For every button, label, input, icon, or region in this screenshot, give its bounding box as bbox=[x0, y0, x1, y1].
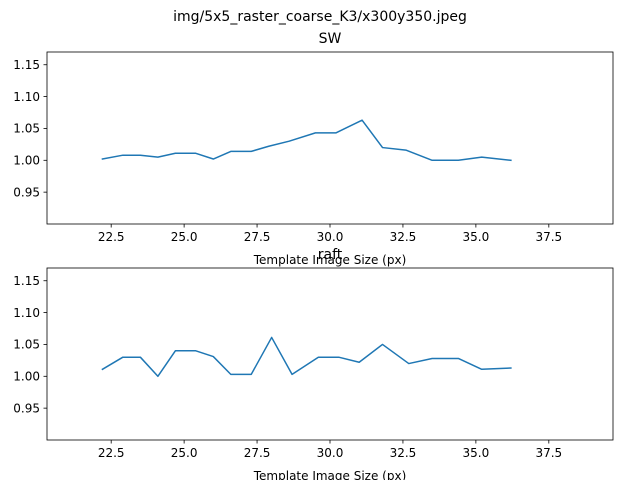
subplot-2-xtick-label: 35.0 bbox=[463, 446, 490, 460]
subplot-1-ytick-label: 1.15 bbox=[13, 58, 40, 72]
subplot-2-xtick-label: 30.0 bbox=[317, 446, 344, 460]
figure-suptitle: img/5x5_raster_coarse_K3/x300y350.jpeg bbox=[173, 9, 467, 25]
subplot-1-title: SW bbox=[319, 31, 342, 47]
subplot-1-xlabel: Template Image Size (px) bbox=[253, 253, 407, 267]
subplot-2-xtick-label: 27.5 bbox=[244, 446, 271, 460]
subplot-1-xtick-label: 35.0 bbox=[463, 230, 490, 244]
subplot-1-ytick-label: 1.05 bbox=[13, 122, 40, 136]
subplot-1-frame bbox=[46, 51, 614, 225]
subplot-2-plot-area: 22.5 25.0 27.5 30.0 32.5 35.0 37.5 0.95 1.00 1.05… bbox=[13, 274, 562, 460]
subplot-2-frame bbox=[46, 267, 614, 441]
subplot-2-xtick-label: 25.0 bbox=[171, 446, 198, 460]
subplot-1-xtick-label: 30.0 bbox=[317, 230, 344, 244]
subplot-2-xtick-label: 32.5 bbox=[390, 446, 417, 460]
subplot-1-xtick-label: 25.0 bbox=[171, 230, 198, 244]
subplot-2-xlabel: Template Image Size (px) bbox=[253, 469, 407, 480]
subplot-2-xtick-label: 37.5 bbox=[535, 446, 562, 460]
subplot-2-series-line bbox=[101, 336, 512, 378]
subplot-2-ytick-label: 1.00 bbox=[13, 370, 40, 384]
subplot-1-plot-area: 22.5 25.0 27.5 30.0 32.5 35.0 37.5 0.95 1.00 1.05… bbox=[13, 58, 562, 244]
subplot-1-series-line bbox=[101, 119, 512, 162]
subplot-1-ytick-label: 1.00 bbox=[13, 154, 40, 168]
subplot-2-ytick-label: 1.10 bbox=[13, 306, 40, 320]
subplot-1-xtick-label: 22.5 bbox=[98, 230, 125, 244]
subplot-1-xtick-label: 32.5 bbox=[390, 230, 417, 244]
subplot-1: SW 22.5 25.0 27.5 30.0 32.5 35.0 37.5 0.95 1.00 1… bbox=[13, 31, 614, 267]
subplot-2-ytick-label: 1.05 bbox=[13, 338, 40, 352]
subplot-2-title: raft bbox=[318, 247, 343, 263]
subplot-1-xtick-label: 37.5 bbox=[535, 230, 562, 244]
subplot-1-xtick-label: 27.5 bbox=[244, 230, 271, 244]
subplot-2-xtick-label: 22.5 bbox=[98, 446, 125, 460]
subplot-2-ytick-label: 1.15 bbox=[13, 274, 40, 288]
subplot-1-ytick-label: 0.95 bbox=[13, 185, 40, 199]
subplot-1-ytick-label: 1.10 bbox=[13, 90, 40, 104]
subplot-2-ytick-label: 0.95 bbox=[13, 401, 40, 415]
